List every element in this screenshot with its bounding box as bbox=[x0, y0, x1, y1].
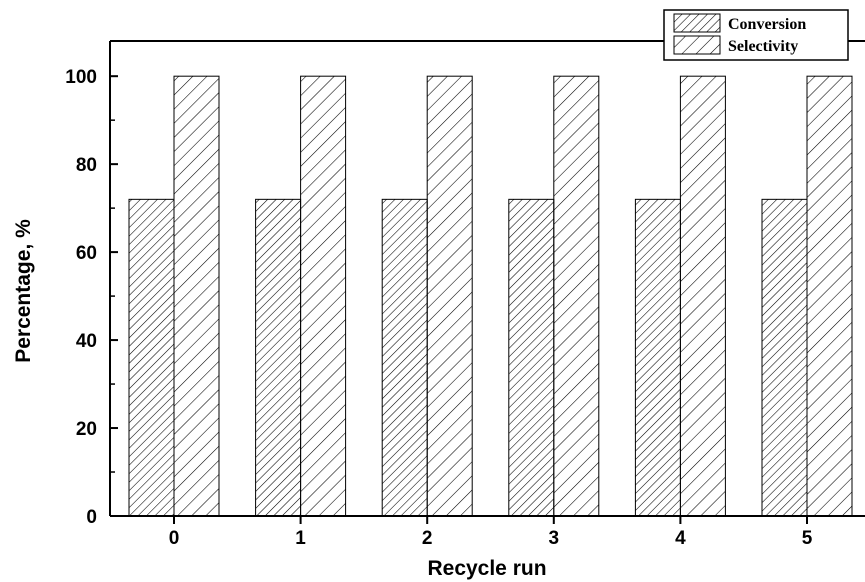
legend-label-conversion: Conversion bbox=[728, 16, 806, 33]
bar-conversion-run-3 bbox=[508, 198, 555, 517]
bars-group bbox=[128, 75, 853, 517]
y-axis-title: Percentage, % bbox=[12, 219, 35, 363]
bar-conversion-run-1 bbox=[255, 198, 302, 517]
axes-frame bbox=[109, 40, 865, 517]
bar-conversion-run-5 bbox=[761, 198, 808, 517]
x-tick-label: 2 bbox=[422, 528, 433, 549]
bar-selectivity-run-4 bbox=[679, 75, 726, 517]
legend: Conversion Selectivity bbox=[663, 9, 849, 61]
legend-swatch-selectivity bbox=[673, 35, 721, 55]
bar-conversion-run-4 bbox=[634, 198, 681, 517]
x-tick-label: 0 bbox=[169, 528, 180, 549]
bar-selectivity-run-5 bbox=[806, 75, 853, 517]
legend-swatch-conversion bbox=[673, 13, 721, 33]
x-axis-title: Recycle run bbox=[427, 557, 546, 580]
bar-selectivity-run-0 bbox=[173, 75, 220, 517]
y-axis-ticks: 0 20 40 60 80 100 bbox=[65, 67, 118, 528]
plot-area: 0 20 40 60 80 100 0 1 2 3 4 5 bbox=[65, 40, 865, 549]
legend-label-selectivity: Selectivity bbox=[728, 38, 798, 55]
x-axis-ticks: 0 1 2 3 4 5 bbox=[169, 516, 813, 549]
x-tick-label: 1 bbox=[295, 528, 306, 549]
bar-conversion-run-0 bbox=[128, 198, 175, 517]
x-tick-label: 4 bbox=[675, 528, 686, 549]
bar-conversion-run-2 bbox=[381, 198, 428, 517]
y-tick-label: 60 bbox=[76, 243, 97, 264]
bar-selectivity-run-2 bbox=[426, 75, 473, 517]
bar-selectivity-run-1 bbox=[300, 75, 347, 517]
y-tick-label: 20 bbox=[76, 419, 97, 440]
y-tick-label: 40 bbox=[76, 331, 97, 352]
bar-selectivity-run-3 bbox=[553, 75, 600, 517]
x-tick-label: 5 bbox=[802, 528, 813, 549]
y-tick-label: 80 bbox=[76, 155, 97, 176]
y-tick-label: 0 bbox=[86, 507, 97, 528]
y-tick-label: 100 bbox=[65, 67, 97, 88]
x-tick-label: 3 bbox=[549, 528, 560, 549]
